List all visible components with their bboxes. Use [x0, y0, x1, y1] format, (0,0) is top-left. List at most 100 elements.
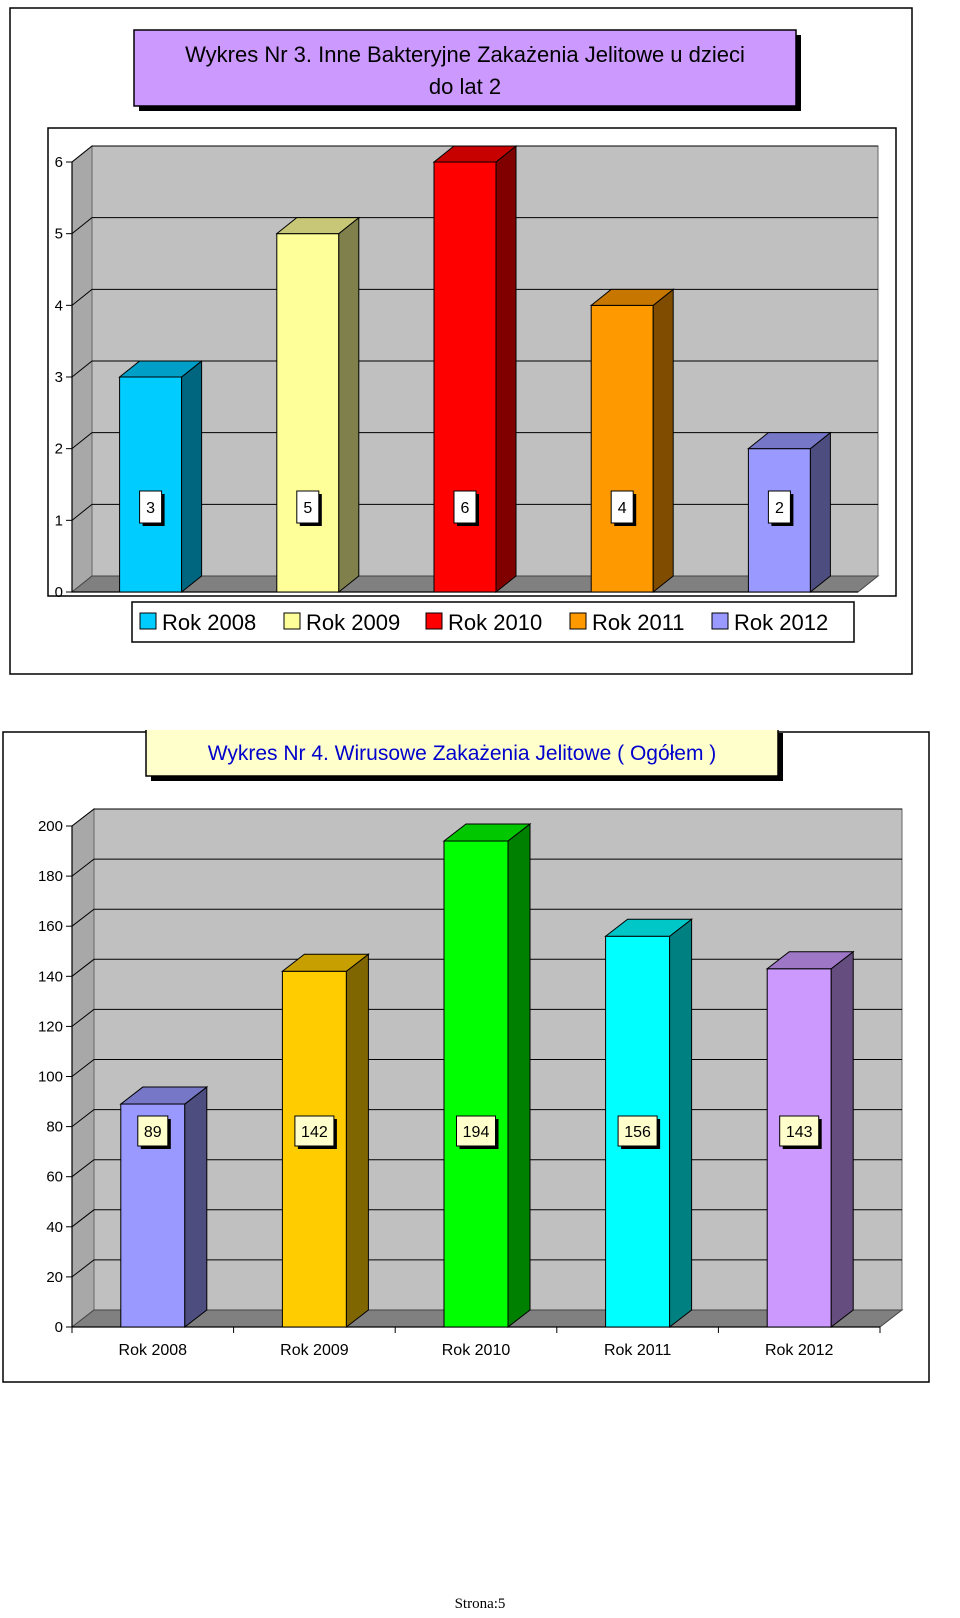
- y-tick-label: 2: [55, 441, 63, 458]
- data-label-box: [139, 490, 163, 524]
- bar-top: [604, 918, 694, 937]
- bar-top: [442, 823, 532, 842]
- y-tick-label: 100: [38, 1069, 63, 1086]
- y-tick-label: 4: [55, 297, 63, 314]
- bar-front: [119, 376, 183, 593]
- data-label: 5: [303, 500, 312, 517]
- data-label: 3: [146, 500, 155, 517]
- data-label: 143: [786, 1124, 813, 1141]
- data-label: 6: [461, 500, 470, 517]
- gridline: [71, 908, 902, 927]
- bar: [118, 359, 204, 594]
- data-label: 89: [144, 1124, 162, 1141]
- page-number: Strona:5: [454, 1596, 506, 1612]
- title-box: [145, 730, 779, 777]
- data-label-box: [610, 490, 634, 524]
- legend-swatch: [569, 612, 587, 630]
- y-tick-label: 0: [55, 1319, 63, 1336]
- legend-swatch: [283, 612, 301, 630]
- gridline: [71, 217, 878, 235]
- data-label-box: [296, 490, 320, 524]
- bar-top: [118, 360, 204, 378]
- data-label-box: [456, 1115, 496, 1147]
- y-tick-label: 1: [55, 512, 63, 529]
- bar-side: [338, 216, 360, 594]
- bar-front: [433, 161, 497, 593]
- plot-area-frame: [47, 127, 897, 597]
- data-label-box: [767, 490, 791, 524]
- bar: [589, 288, 675, 594]
- bar-top: [765, 951, 855, 970]
- chart-title: Wykres Nr 4. Wirusowe Zakażenia Jelitowe…: [208, 742, 717, 765]
- legend-swatch: [425, 612, 443, 630]
- y-tick-label: 20: [46, 1269, 63, 1286]
- bar-side: [181, 359, 203, 594]
- data-label: 4: [618, 500, 627, 517]
- chart-4-viral-infections: 0 20 40 60 80 100 120 140 160 180 200 89 142 194 156 14…: [2, 730, 930, 1383]
- data-label: 2: [775, 500, 784, 517]
- bar-front: [281, 970, 347, 1328]
- y-tick-label: 200: [38, 818, 63, 835]
- bar-side: [652, 288, 674, 594]
- bar: [275, 216, 361, 594]
- x-tick-label: Rok 2010: [442, 1342, 511, 1359]
- bar-top: [746, 432, 832, 450]
- data-label: 142: [301, 1124, 328, 1141]
- bar-top: [119, 1086, 209, 1105]
- legend-swatch: [711, 612, 729, 630]
- bar-top: [589, 288, 675, 306]
- gridline: [71, 808, 902, 827]
- data-label-box: [617, 1115, 658, 1147]
- chart-3-bacterial-infections: 0 1 2 3 4 5 6 3 5 6 4 2 Wykres Nr 3. Inne Bakteryjne…: [9, 7, 913, 675]
- bar-front: [276, 233, 340, 593]
- legend-swatch: [139, 612, 157, 630]
- bar-top: [280, 953, 370, 972]
- x-tick-label: Rok 2008: [119, 1342, 188, 1359]
- chart-title: do lat 2: [429, 74, 501, 99]
- legend-label: Rok 2008: [162, 610, 256, 635]
- bar-top: [432, 145, 518, 163]
- bar-side: [495, 144, 517, 594]
- chart-title: Wykres Nr 3. Inne Bakteryjne Zakażenia J…: [185, 42, 745, 67]
- data-label: 194: [463, 1124, 490, 1141]
- bar-side: [669, 918, 693, 1329]
- bar-front: [590, 304, 654, 593]
- title-box: [133, 29, 797, 107]
- data-label-box: [453, 490, 477, 524]
- y-tick-label: 80: [46, 1119, 63, 1136]
- bar: [442, 823, 532, 1329]
- y-tick-label: 180: [38, 868, 63, 885]
- bar-side: [809, 431, 831, 594]
- data-label: 156: [624, 1124, 651, 1141]
- y-tick-label: 140: [38, 968, 63, 985]
- bar-side: [345, 953, 369, 1329]
- bar-side: [507, 823, 531, 1329]
- x-tick-label: Rok 2012: [765, 1342, 834, 1359]
- legend-label: Rok 2012: [734, 610, 828, 635]
- y-tick-label: 6: [55, 154, 63, 171]
- y-tick-label: 160: [38, 918, 63, 935]
- bar-side: [184, 1086, 208, 1329]
- legend-box: [131, 601, 855, 643]
- x-tick-label: Rok 2009: [280, 1342, 349, 1359]
- gridline: [71, 858, 902, 877]
- data-label-box: [779, 1115, 820, 1147]
- y-tick-label: 5: [55, 226, 63, 243]
- y-tick-label: 60: [46, 1169, 63, 1186]
- y-tick-label: 120: [38, 1018, 63, 1035]
- y-tick-label: 40: [46, 1219, 63, 1236]
- legend-label: Rok 2010: [448, 610, 542, 635]
- bar-side: [830, 950, 854, 1329]
- bar-top: [275, 217, 361, 235]
- bar-front: [443, 840, 509, 1328]
- gridline: [71, 145, 878, 163]
- legend: Rok 2008 Rok 2009 Rok 2010 Rok 2011 Rok 2012: [131, 601, 855, 643]
- data-label-box: [137, 1115, 169, 1147]
- data-label-box: [294, 1115, 335, 1147]
- bar: [280, 953, 370, 1329]
- x-tick-label: Rok 2011: [604, 1342, 671, 1359]
- y-tick-label: 0: [55, 584, 63, 601]
- y-tick-label: 3: [55, 369, 63, 386]
- legend-label: Rok 2011: [592, 610, 685, 635]
- legend-label: Rok 2009: [306, 610, 400, 635]
